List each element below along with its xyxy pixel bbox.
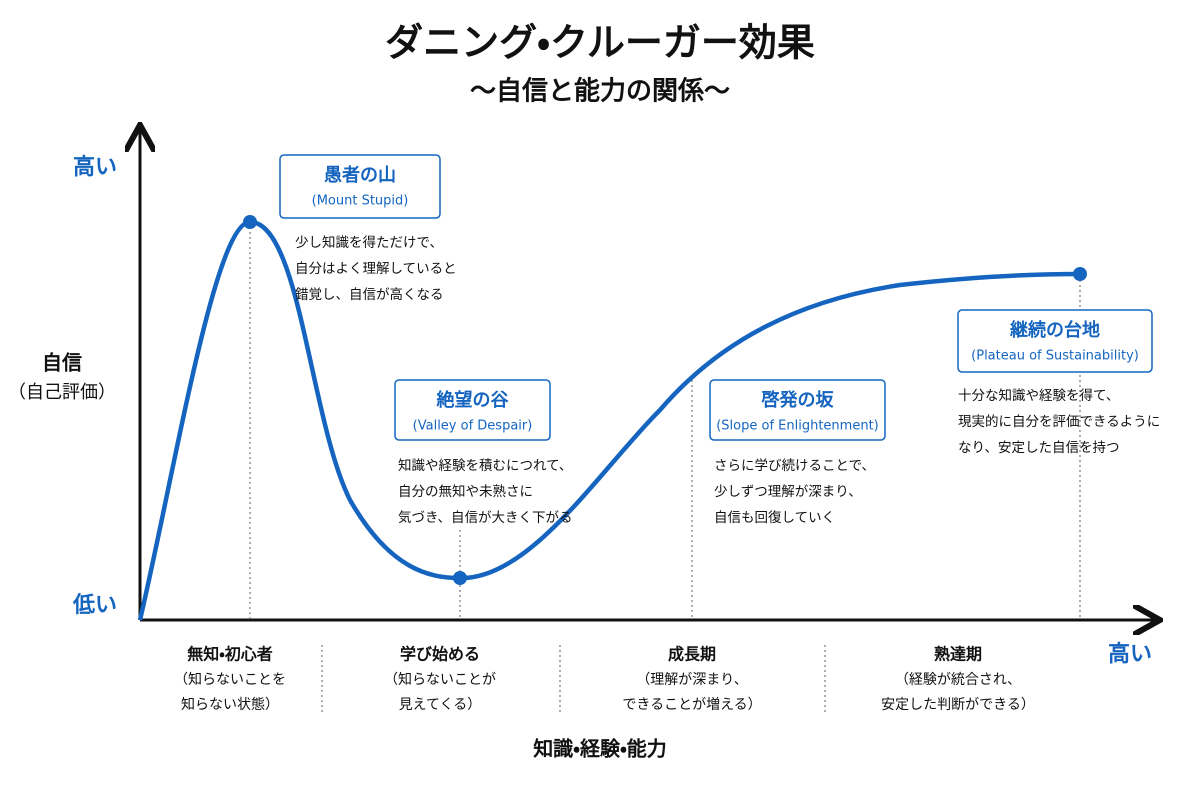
annotation-description: なり、安定した自信を持つ <box>958 440 1119 456</box>
annotation-description: 現実的に自分を評価できるように <box>958 414 1160 430</box>
x-high: 高い <box>1108 641 1152 667</box>
y-label: 自信 <box>42 351 82 375</box>
stage-description: 知らない状態） <box>181 696 279 713</box>
annotation-box <box>394 379 551 441</box>
annotation-subtitle: (Slope of Enlightenment) <box>716 419 879 434</box>
stage-description: 見えてくる） <box>399 697 482 713</box>
stage-description: （理解が深まり、 <box>636 672 747 688</box>
stage-name: 学び始める <box>400 645 480 664</box>
y-high: 高い <box>73 154 117 180</box>
annotation-subtitle: (Mount Stupid) <box>312 194 409 209</box>
stage-description: （知らないことを <box>174 671 286 688</box>
annotation-description: 少しずつ理解が深まり、 <box>714 484 862 500</box>
subtitle: 〜自信と能力の関係〜 <box>470 76 730 107</box>
annotation-description: 十分な知識や経験を得て、 <box>958 387 1119 404</box>
annotation-description: 自信も回復していく <box>714 509 835 526</box>
annotation-title: 継続の台地 <box>1009 319 1100 341</box>
annotation-box <box>709 379 886 441</box>
annotation-subtitle: (Plateau of Sustainability) <box>971 349 1139 364</box>
annotation-description: 自分の無知や未熟さに <box>398 483 533 500</box>
stage-description: （経験が統合され、 <box>895 672 1021 688</box>
annotation-description: さらに学び続けることで、 <box>714 457 875 474</box>
curve <box>137 219 1081 621</box>
stage-description: できることが増える） <box>622 697 761 713</box>
annotation-description: 知識や経験を積むにつれて、 <box>398 457 572 474</box>
title: ダニング・クルーガー効果 <box>385 21 815 65</box>
annotation-box <box>279 154 441 219</box>
annotation-title: 啓発の坂 <box>761 389 835 411</box>
annotation-box <box>957 309 1153 373</box>
points <box>243 215 1087 585</box>
annotation-title: 愚者の山 <box>324 165 396 186</box>
y-label: （自己評価） <box>8 382 116 403</box>
stage-name: 熟達期 <box>934 645 982 664</box>
stage-description: 安定した判断ができる） <box>881 697 1035 713</box>
annotation-description: 気づき、自信が大きく下がる <box>398 510 573 526</box>
annotation-description: 自分はよく理解していると <box>295 261 457 277</box>
annotation-description: 錯覚し、自信が高くなる <box>295 286 444 303</box>
annotation-description: 少し知識を得ただけで、 <box>295 234 443 251</box>
x-label: 知識・経験・能力 <box>533 737 667 761</box>
stage-name: 成長期 <box>668 645 716 664</box>
annotation-title: 絶望の谷 <box>436 389 509 411</box>
stage-name: 無知・初心者 <box>187 645 272 664</box>
y-low: 低い <box>72 593 117 618</box>
annotation-subtitle: (Valley of Despair) <box>413 419 533 434</box>
stage-description: （知らないことが <box>384 671 496 688</box>
